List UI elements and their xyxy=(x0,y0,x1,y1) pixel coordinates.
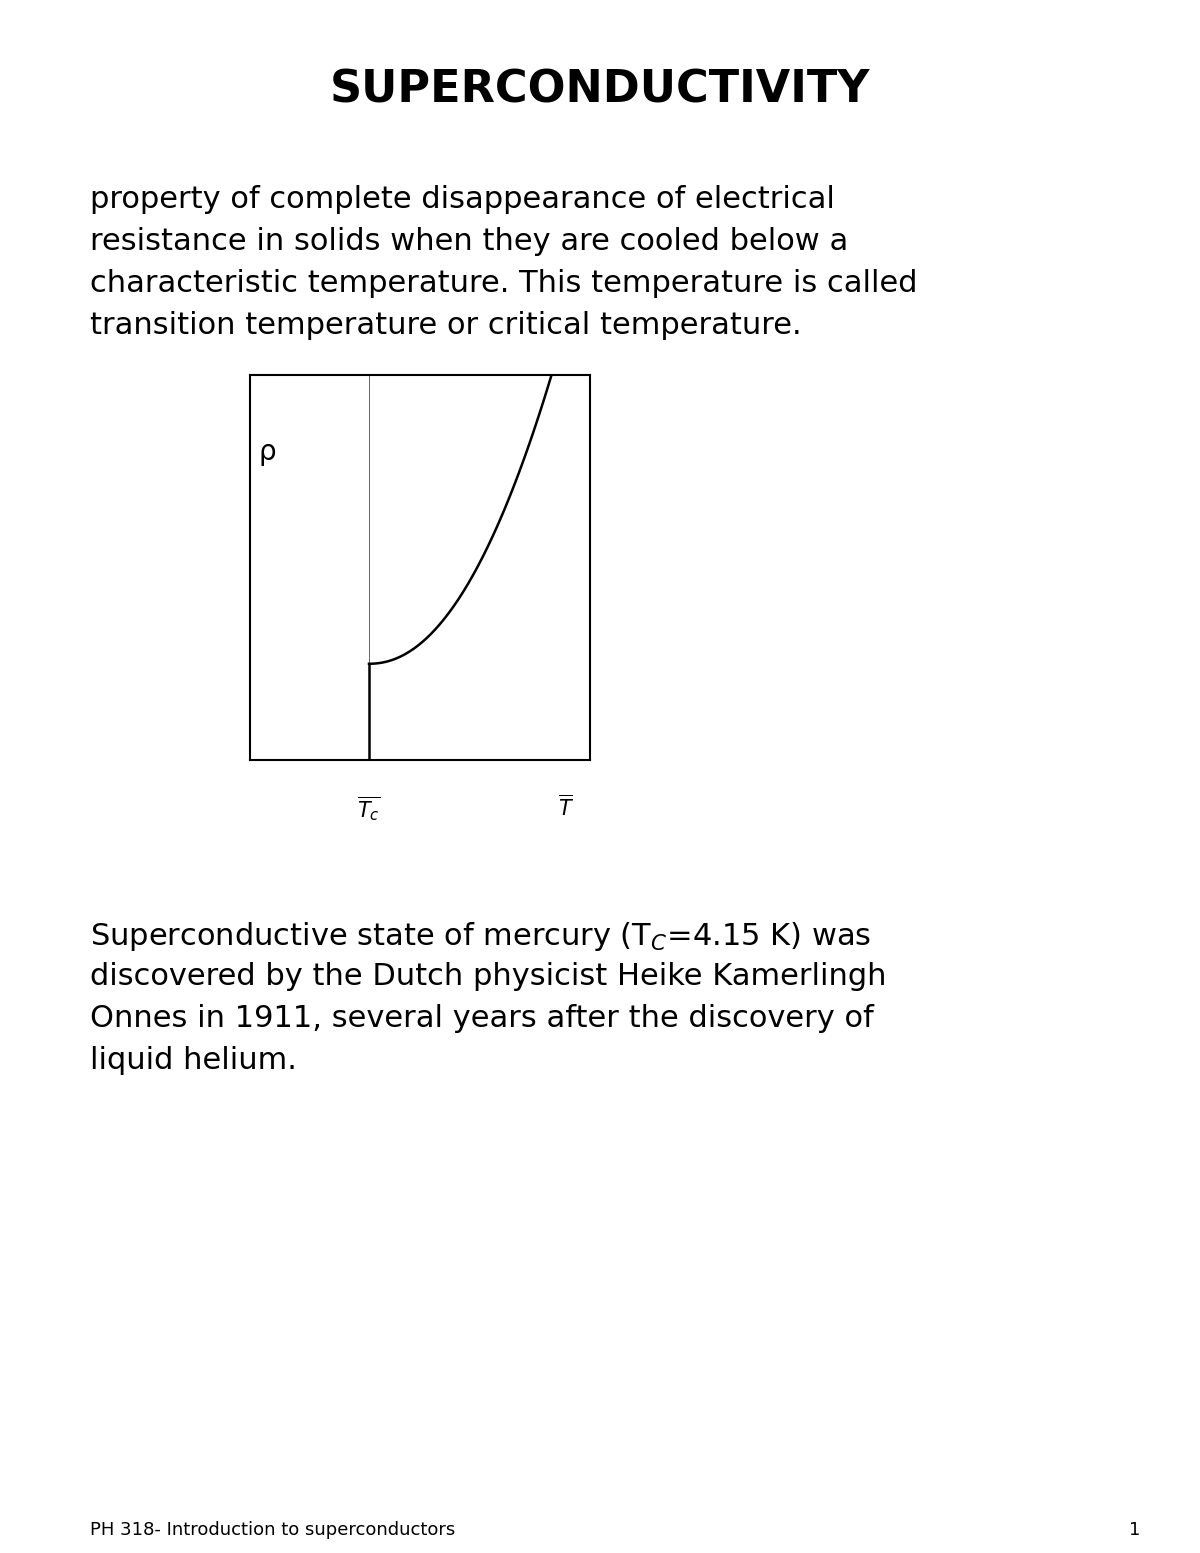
Text: liquid helium.: liquid helium. xyxy=(90,1047,296,1075)
Text: $\overline{T}$: $\overline{T}$ xyxy=(558,795,575,820)
Text: 1: 1 xyxy=(1129,1520,1140,1539)
Text: characteristic temperature. This temperature is called: characteristic temperature. This tempera… xyxy=(90,269,918,298)
Text: discovered by the Dutch physicist Heike Kamerlingh: discovered by the Dutch physicist Heike … xyxy=(90,961,887,991)
Text: PH 318- Introduction to superconductors: PH 318- Introduction to superconductors xyxy=(90,1520,455,1539)
Text: property of complete disappearance of electrical: property of complete disappearance of el… xyxy=(90,185,835,214)
Text: SUPERCONDUCTIVITY: SUPERCONDUCTIVITY xyxy=(330,68,870,112)
Text: Onnes in 1911, several years after the discovery of: Onnes in 1911, several years after the d… xyxy=(90,1003,874,1033)
Text: Superconductive state of mercury (T$_C$=4.15 K) was: Superconductive state of mercury (T$_C$=… xyxy=(90,919,871,954)
Text: resistance in solids when they are cooled below a: resistance in solids when they are coole… xyxy=(90,227,848,256)
Text: $\overline{T_c}$: $\overline{T_c}$ xyxy=(358,795,380,823)
Text: transition temperature or critical temperature.: transition temperature or critical tempe… xyxy=(90,311,802,340)
Text: ρ: ρ xyxy=(258,438,276,466)
